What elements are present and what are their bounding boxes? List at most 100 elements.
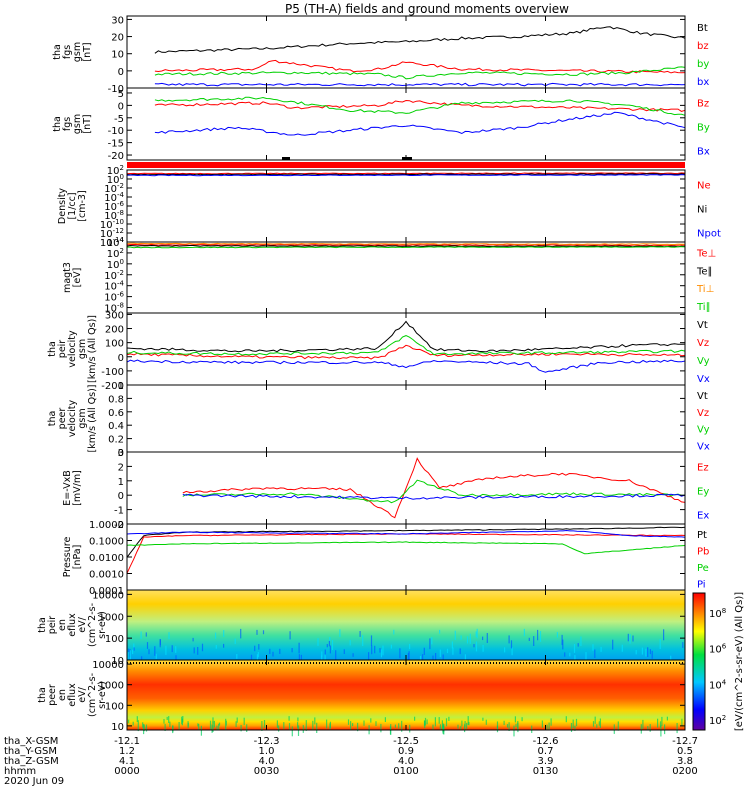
spectrogram-streak [331,640,334,650]
y-axis-label-line: [mV/m] [72,470,83,506]
spectrogram-streak [627,633,629,642]
spectrogram-streak [533,636,535,646]
spectrogram-streak [661,716,663,726]
spectrogram-streak [197,723,199,727]
spectrogram-streak [128,719,130,724]
y-tick-label: 10-8 [104,209,124,222]
series-line-fgs2-2 [154,111,686,136]
footer-value: 4.0 [259,756,275,767]
y-axis-label: thafgsgsm[nT] [52,42,93,62]
spectrogram-streak [192,637,194,642]
panel-frame-peir_vel [126,312,686,386]
spectrogram-streak [143,724,145,732]
spectrogram-streak [657,718,659,728]
spectrogram-streak [166,716,168,720]
legend-peir_vel-1: Vz [697,338,709,349]
y-tick-label: 10-4 [104,280,124,293]
spectrogram-streak [168,632,170,640]
spectrogram-streak [439,629,441,634]
y-axis-label-line: gsm [72,42,83,62]
footer-value: 0200 [672,766,697,777]
spectrogram-streak [464,721,466,727]
y-axis-label-line: gsm [77,339,88,359]
spectrogram-streak [243,717,245,726]
spectrogram-streak [510,640,513,649]
spectrogram-streak [432,724,434,730]
spectrogram-streak [240,725,242,732]
spectrogram-streak [521,717,523,722]
spectrogram-streak [328,640,330,647]
legend-temp-2: Ti⊥ [696,284,714,295]
spectrogram-streak [145,632,147,637]
spectrogram-streak [511,647,513,656]
colorbar-tick-label: 104 [709,678,727,691]
spectrogram-streak [343,649,345,654]
footer-date: 2020 Jun 09 [4,776,64,787]
spectrogram-streak [446,648,449,654]
y-axis-label-line: peir [47,616,58,635]
spectrogram-streak [324,649,326,656]
spectrogram-streak [460,726,462,730]
series-line-fgs-0 [154,26,686,54]
y-tick-label: -2 [114,520,124,531]
spectrogram-streak [574,655,576,660]
spectrogram-streak [329,721,331,729]
y-axis-label-line: en [57,619,68,631]
spectrogram-streak [261,721,263,731]
spectrogram-streak [223,630,225,637]
y-axis-label-line: magt3 [62,262,73,293]
legend-density-1: Ni [697,204,707,215]
legend-peir_vel-2: Vy [697,356,710,367]
spectrogram-streak [574,725,576,731]
y-axis-label-line: [eV] [72,268,83,288]
series-line-pressure-3 [126,529,686,538]
spectrogram-streak [297,725,300,736]
spectrogram-streak [482,717,484,721]
spectrogram-streak [223,643,225,648]
y-tick-label: 100 [107,258,124,271]
footer-value: 0030 [254,766,279,777]
y-axis-label-line: peer [57,408,68,430]
y-axis-label-line: Pressure [62,537,73,578]
colorbar-tick-label: 102 [709,714,726,727]
footer-value: 0130 [533,766,558,777]
spectrogram-streak [225,720,227,726]
spectrogram-streak [297,722,299,729]
spectrogram-streak [362,635,364,646]
footer-value: 4.1 [119,756,135,767]
y-tick-label: 10-4 [104,191,124,204]
spectrogram-streak [218,723,220,730]
y-axis-label-line: eV/ [77,686,88,702]
spectrogram-streak [302,725,304,733]
footer-value: 4.0 [398,756,414,767]
y-tick-label: 0.0001 [89,586,124,597]
spectrogram-streak [215,645,217,649]
footer-value: -12.1 [114,736,140,747]
y-tick-label: 10 [111,656,124,667]
legend-pressure-0: Pt [697,530,707,541]
spectrogram-streak [181,718,183,726]
y-tick-label: 30 [111,15,124,26]
series-line-peir_vel-2 [126,335,686,356]
spectrogram-streak [352,653,354,657]
spectrogram-streak [279,648,281,654]
series-line-efield-0 [182,457,686,519]
spectrogram-streak [565,716,567,723]
series-line-temp-3 [127,246,686,249]
spectrogram-streak [129,650,131,661]
spectrogram-streak [407,652,409,661]
y-tick-label: 100 [105,701,124,712]
y-tick-label: 0 [118,67,124,78]
spectrogram-streak [429,638,431,650]
footer-value: -12.6 [533,736,559,747]
spectrogram-streak [594,716,596,724]
spectrogram-streak [390,644,392,649]
spectrogram-streak [133,647,135,651]
spectrogram-streak [145,724,148,732]
legend-density-2: Npot [697,228,721,239]
spectrogram-streak [561,634,563,646]
y-tick-label: 0 [118,491,124,502]
y-axis-label: Pressure[nPa] [62,537,83,578]
y-axis-label-line: [nT] [82,114,93,133]
